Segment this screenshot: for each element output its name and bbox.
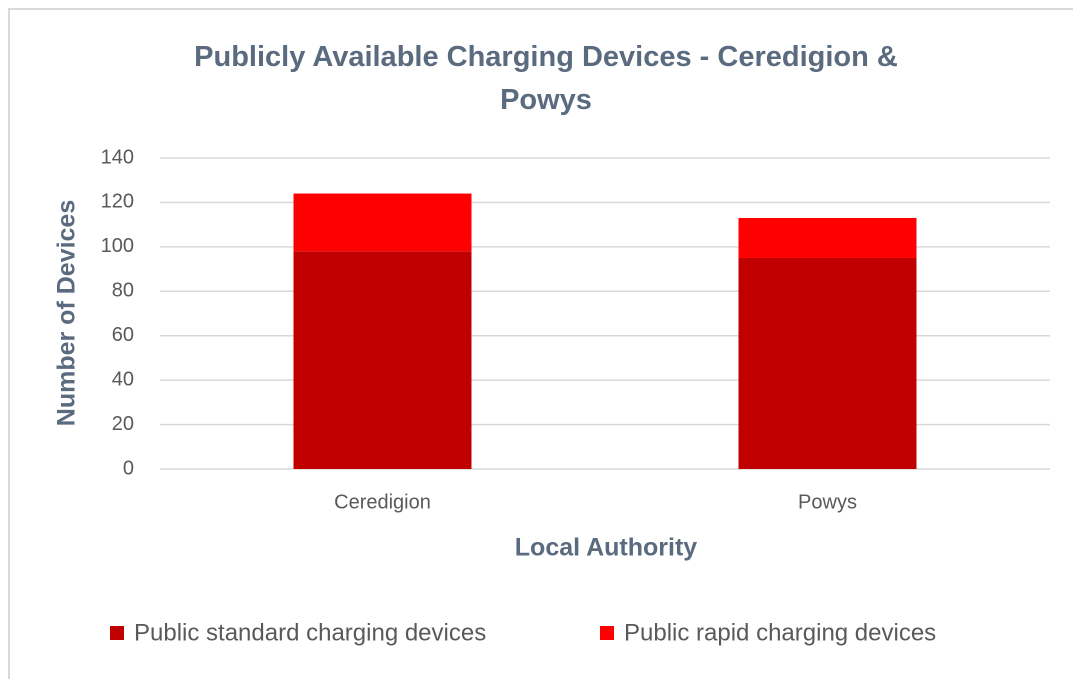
y-tick-label: 80 bbox=[112, 280, 134, 302]
y-tick-label: 0 bbox=[123, 457, 134, 479]
legend-swatch bbox=[600, 626, 614, 640]
y-tick-label: 60 bbox=[112, 324, 134, 346]
y-tick-label: 40 bbox=[112, 368, 134, 390]
chart-border bbox=[8, 8, 1073, 679]
bar-segment bbox=[293, 251, 472, 469]
legend-label: Public rapid charging devices bbox=[624, 619, 936, 646]
bar-segment bbox=[738, 257, 917, 469]
x-tick-label: Powys bbox=[798, 491, 857, 513]
x-tick-label: Ceredigion bbox=[334, 491, 431, 513]
y-tick-label: 120 bbox=[101, 191, 134, 213]
y-tick-label: 100 bbox=[101, 235, 134, 257]
y-tick-label: 140 bbox=[101, 146, 134, 168]
y-axis-label: Number of Devices bbox=[53, 200, 81, 426]
x-axis-label: Local Authority bbox=[515, 534, 698, 562]
chart-title: Publicly Available Charging Devices - Ce… bbox=[194, 41, 898, 116]
legend-label: Public standard charging devices bbox=[134, 619, 486, 646]
bar-segment bbox=[293, 193, 472, 252]
legend-swatch bbox=[110, 626, 124, 640]
bar-segment bbox=[738, 217, 917, 258]
y-tick-label: 20 bbox=[112, 413, 134, 435]
